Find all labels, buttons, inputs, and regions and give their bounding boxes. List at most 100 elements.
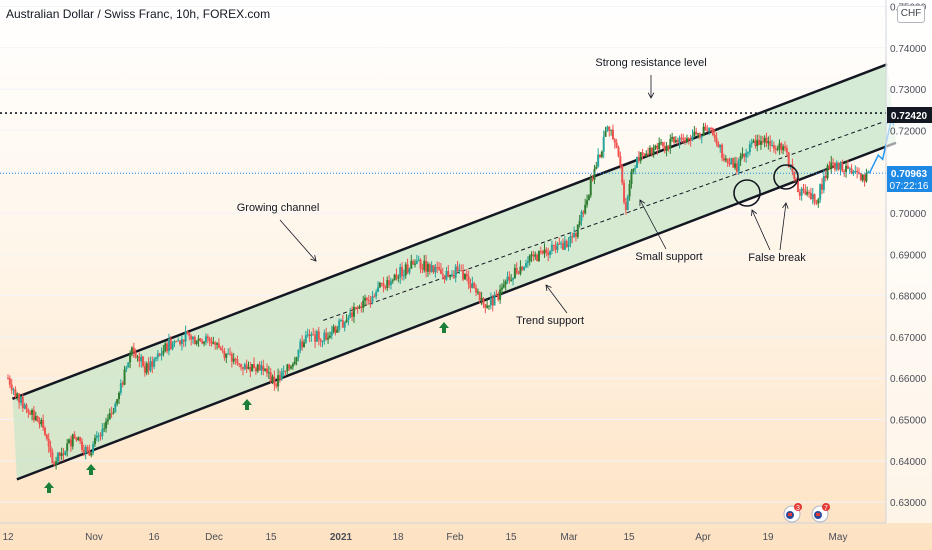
candle-body <box>84 447 87 454</box>
candle <box>610 129 613 136</box>
candle-body <box>615 142 618 148</box>
candle-body <box>210 341 213 344</box>
candle <box>711 127 714 136</box>
candle-body <box>556 243 559 250</box>
candle-body <box>201 340 204 344</box>
candle-body <box>34 416 37 421</box>
candle-body <box>325 332 328 340</box>
candle <box>125 365 128 373</box>
candle-body <box>471 283 474 288</box>
candle <box>142 355 145 368</box>
candle-body <box>721 144 724 158</box>
candle <box>817 197 820 208</box>
candle-body <box>660 142 663 144</box>
candle-body <box>743 153 746 158</box>
price-tick-label: 0.64000 <box>890 457 927 468</box>
time-tick-label: Nov <box>85 532 103 543</box>
candle <box>828 160 831 170</box>
candle <box>169 336 172 350</box>
candle-body <box>759 141 762 145</box>
candle-body <box>656 145 659 150</box>
candle <box>661 141 664 149</box>
candle <box>167 333 170 356</box>
candle-body <box>369 301 372 303</box>
candle <box>101 423 104 440</box>
candle-body <box>14 389 17 397</box>
candle <box>389 277 392 290</box>
candle-body <box>323 332 326 342</box>
candle-body <box>469 284 472 288</box>
candle <box>597 148 600 168</box>
candle-body <box>819 184 822 200</box>
candle <box>826 163 829 181</box>
currency-badge[interactable]: CHF <box>897 5 925 23</box>
candle-body <box>578 220 581 225</box>
candle-body <box>512 278 515 280</box>
candle-body <box>199 338 202 341</box>
candle-body <box>334 326 337 333</box>
candle <box>325 327 328 341</box>
candle-body <box>599 154 601 157</box>
candle-body <box>44 428 46 435</box>
candle-body <box>817 199 820 204</box>
price-axis[interactable]: 0.63000 0.64000 0.65000 0.66000 0.67000 0.680… <box>885 0 932 523</box>
candle <box>275 382 278 389</box>
candle-body <box>486 305 489 308</box>
candle <box>587 194 590 201</box>
false-break-circle-2 <box>773 164 799 190</box>
candle-body <box>710 127 712 129</box>
candle-body <box>550 244 553 252</box>
candle <box>68 438 71 444</box>
candle-body <box>545 249 548 253</box>
candle-body <box>782 146 785 151</box>
candle <box>365 296 368 306</box>
candle <box>697 132 700 139</box>
candle <box>525 259 527 269</box>
candle <box>288 363 291 371</box>
candle <box>808 189 811 198</box>
candle-body <box>389 281 392 286</box>
candle <box>648 145 651 156</box>
candle <box>203 341 206 347</box>
candle-body <box>508 276 511 281</box>
candle-body <box>717 143 720 148</box>
candle-body <box>81 441 83 450</box>
time-axis[interactable]: 12 Nov 16 Dec 15 2021 18 Feb 15 Mar 15 Apr 19 May <box>0 522 886 543</box>
candle-body <box>452 274 455 278</box>
candle-body <box>623 182 626 203</box>
candle <box>44 426 46 437</box>
candle <box>735 157 738 175</box>
candle-body <box>595 166 598 169</box>
candle-body <box>343 322 346 328</box>
candle-body <box>321 341 324 343</box>
candle <box>118 391 120 405</box>
candle <box>582 210 585 218</box>
candle-body <box>765 137 768 144</box>
candle <box>306 328 309 338</box>
candle-body <box>560 243 563 245</box>
price-tick-label: 0.74000 <box>890 44 927 55</box>
event-badge-1-dot <box>794 503 802 511</box>
candle-body <box>249 367 252 372</box>
candle <box>75 437 78 442</box>
time-tick-label: Apr <box>695 532 711 543</box>
candle-body <box>204 336 207 342</box>
candle <box>761 136 764 145</box>
candle-body <box>626 196 629 211</box>
candle-body <box>611 129 614 140</box>
candle-body <box>101 429 104 436</box>
candle-body <box>336 329 339 333</box>
candle-body <box>16 393 19 397</box>
candle-body <box>293 361 296 365</box>
candle-body <box>310 334 313 337</box>
time-tick-label: 12 <box>2 532 14 543</box>
candle <box>421 263 424 274</box>
candle <box>759 135 762 150</box>
candle-body <box>476 291 479 293</box>
candle-body <box>724 158 727 161</box>
candle-body <box>565 240 568 248</box>
candle <box>499 284 502 304</box>
candle <box>312 327 315 336</box>
candle-body <box>484 304 487 308</box>
